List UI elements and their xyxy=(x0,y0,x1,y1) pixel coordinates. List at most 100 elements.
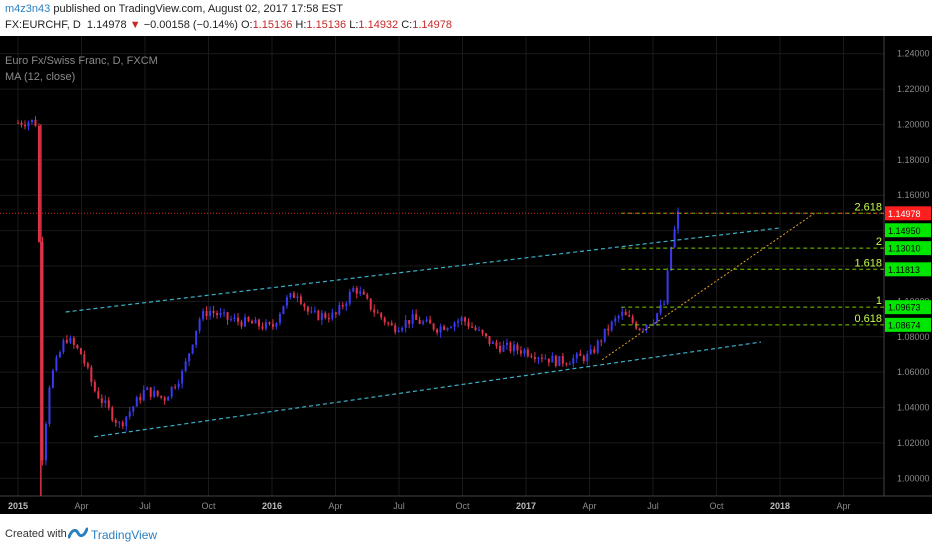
y-tick-label: 1.22000 xyxy=(897,84,930,94)
candle-body xyxy=(596,340,599,353)
candle-body xyxy=(65,340,68,343)
open-label: O: xyxy=(240,19,253,31)
candle-body xyxy=(635,322,638,329)
low-label: L: xyxy=(349,19,359,31)
candle-body xyxy=(135,397,138,407)
candle-body xyxy=(107,400,110,408)
candle-body xyxy=(526,349,529,356)
candle-body xyxy=(547,358,550,363)
candle-body xyxy=(572,358,575,364)
candle-body xyxy=(310,311,313,313)
price-tag-box xyxy=(885,300,931,315)
candle-body xyxy=(72,337,75,345)
y-tick-label: 1.16000 xyxy=(897,190,930,200)
candle-body xyxy=(656,313,659,323)
y-tick-label: 1.06000 xyxy=(897,367,930,377)
candle-body xyxy=(376,312,379,314)
candle-body xyxy=(76,344,79,349)
candle-body xyxy=(478,329,481,331)
candle-body xyxy=(659,304,662,314)
candle-body xyxy=(631,316,634,323)
candle-body xyxy=(285,297,288,306)
candle-body xyxy=(317,310,320,320)
candle-body xyxy=(30,119,33,123)
candle-body xyxy=(114,420,117,423)
close-label: C: xyxy=(401,19,413,31)
candle-body xyxy=(345,303,348,307)
candle-body xyxy=(670,247,673,271)
candle-body xyxy=(369,298,372,310)
author-link[interactable]: m4z3n43 xyxy=(5,3,51,15)
candle-body xyxy=(216,313,219,316)
candle-body xyxy=(533,357,536,360)
fib-level-label: 1 xyxy=(876,295,882,307)
candle-body xyxy=(453,322,456,328)
price-tag-box xyxy=(885,206,931,221)
candle-body xyxy=(292,293,295,298)
candle-body xyxy=(250,321,253,324)
candle-body xyxy=(195,330,198,345)
candle-body xyxy=(271,323,274,327)
candle-body xyxy=(128,411,131,417)
candle-body xyxy=(139,397,142,401)
candle-body xyxy=(505,342,508,346)
candle-body xyxy=(460,317,463,322)
candle-body xyxy=(244,317,247,327)
candle-body xyxy=(257,319,260,327)
candle-body xyxy=(181,370,184,384)
x-tick-label: 2018 xyxy=(770,501,790,511)
price-tag-label: 1.11813 xyxy=(888,265,920,275)
candle-body xyxy=(355,287,358,294)
x-tick-label: Oct xyxy=(709,501,724,511)
trend-line xyxy=(601,212,816,361)
candle-body xyxy=(341,304,344,307)
candle-body xyxy=(226,312,229,320)
indicator-label[interactable]: MA (12, close) xyxy=(5,71,76,83)
channel-lower-line xyxy=(94,341,762,438)
x-tick-label: Apr xyxy=(582,501,596,511)
candle-body xyxy=(306,306,309,312)
fib-level-label: 0.618 xyxy=(854,313,882,325)
candle-body xyxy=(34,119,37,126)
candle-body xyxy=(149,387,152,397)
candle-body xyxy=(111,407,114,421)
candle-body xyxy=(491,342,494,344)
price-chart[interactable]: 2.618 2 1.618 1 0.618 1.00000 1.02000 1.04000 1.… xyxy=(0,36,932,514)
candle-body xyxy=(209,310,212,317)
candle-body xyxy=(579,353,582,357)
candle-body xyxy=(673,229,676,248)
candle-body xyxy=(205,310,208,317)
x-tick-label: Apr xyxy=(328,501,342,511)
candle-body xyxy=(191,344,194,354)
tradingview-brand-link[interactable]: TradingView xyxy=(91,528,158,542)
x-tick-label: Jul xyxy=(139,501,151,511)
y-tick-label: 1.02000 xyxy=(897,438,930,448)
candle-body xyxy=(404,320,407,328)
y-tick-label: 1.04000 xyxy=(897,403,930,413)
candle-body xyxy=(230,319,233,321)
x-tick-label: Jul xyxy=(647,501,659,511)
candle-body xyxy=(575,353,578,359)
x-tick-label: Oct xyxy=(201,501,216,511)
candle-body xyxy=(425,319,428,322)
candle-body xyxy=(422,321,425,324)
candle-body xyxy=(516,344,519,351)
candle-body xyxy=(282,305,285,314)
candle-body xyxy=(551,355,554,363)
candle-body xyxy=(582,356,585,362)
chart-canvas[interactable]: 2.618 2 1.618 1 0.618 1.00000 1.02000 1.04000 1.… xyxy=(0,36,932,514)
candle-body xyxy=(600,340,603,342)
open-value: 1.15136 xyxy=(252,19,293,31)
candle-body xyxy=(320,313,323,320)
y-tick-label: 1.20000 xyxy=(897,119,930,129)
candle-body xyxy=(261,326,264,329)
price-tag-label: 1.14950 xyxy=(888,226,921,236)
candle-body xyxy=(408,320,411,324)
tradingview-logo-icon[interactable] xyxy=(68,526,88,540)
candle-body xyxy=(394,325,397,333)
candle-body xyxy=(160,395,163,398)
candle-body xyxy=(86,363,89,368)
candle-body xyxy=(481,329,484,334)
candle-body xyxy=(55,357,58,371)
candle-body xyxy=(390,323,393,326)
